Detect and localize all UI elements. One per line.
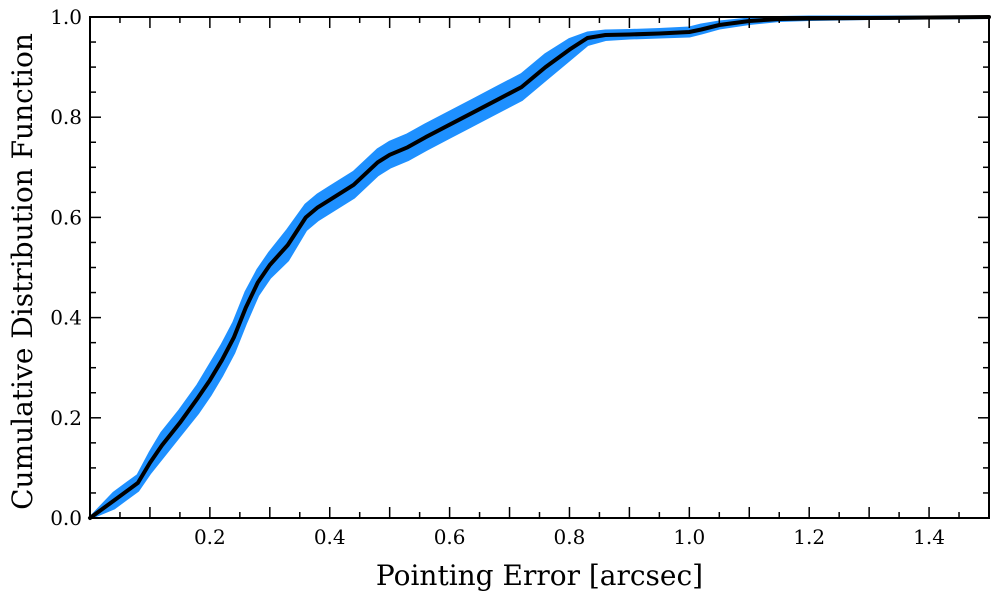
x-tick-label: 0.6 — [434, 525, 466, 549]
y-tick-label: 0.0 — [50, 506, 82, 530]
y-tick-label: 0.8 — [50, 105, 82, 129]
cdf-line — [88, 15, 991, 520]
cdf-line-layer — [88, 15, 991, 520]
x-tick-label: 1.2 — [793, 525, 825, 549]
confidence-band — [88, 15, 991, 520]
x-tick-label: 1.4 — [913, 525, 945, 549]
x-tick-label: 0.2 — [194, 525, 226, 549]
y-tick-label: 0.6 — [50, 205, 82, 229]
y-tick-label: 0.2 — [50, 406, 82, 430]
x-tick-label: 0.4 — [314, 525, 346, 549]
y-tick-label: 1.0 — [50, 5, 82, 29]
x-axis-title: Pointing Error [arcsec] — [376, 559, 703, 592]
y-axis-title: Cumulative Distribution Function — [6, 33, 39, 510]
x-tick-label: 0.8 — [554, 525, 586, 549]
y-tick-label: 0.4 — [50, 306, 82, 330]
x-tick-label: 1.0 — [673, 525, 705, 549]
confidence-band-layer — [88, 15, 991, 520]
plot-frame — [89, 16, 990, 519]
